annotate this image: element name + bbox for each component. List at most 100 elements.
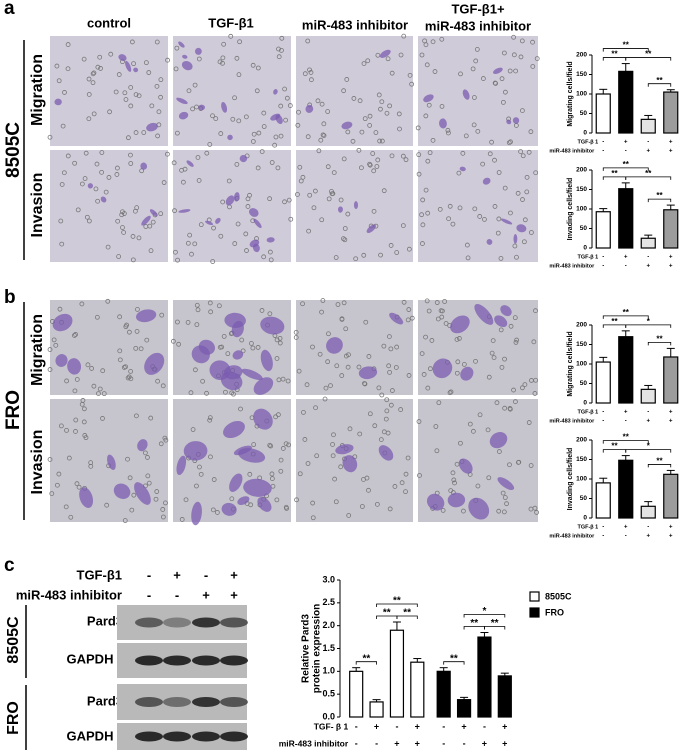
pore [357,98,363,104]
pore [259,149,265,155]
pore [235,221,241,227]
significance-label: ** [611,442,618,451]
pore [217,59,223,65]
pore [220,60,225,66]
pore [194,322,200,328]
pore [526,420,532,425]
pore [220,199,226,205]
pore [73,429,78,434]
pore [85,362,91,368]
western-blot: TGF-β1 miR-483 inhibitor 8505C FRO Pard3… [5,567,248,750]
pore [210,259,216,264]
bar [640,118,656,134]
cell [489,431,508,449]
row-label: miR-483 inhibitor [549,263,595,269]
cell [423,94,434,103]
y-tick-label: 200 [576,52,587,59]
row-label: miR-483 inhibitor [549,418,595,424]
pore [507,406,513,411]
pore [126,329,132,335]
pore [114,172,120,177]
pore [90,80,96,86]
pore [153,496,159,502]
cell [342,455,358,473]
pore [482,217,487,222]
pore [56,78,62,84]
pore [58,218,64,224]
row-label: TGF- β 1 [314,721,349,731]
pore [301,409,306,415]
pore [229,496,235,502]
pore [297,164,303,170]
pore [98,66,103,71]
row-label: miR-483 inhibitor [279,738,349,748]
pore [207,415,213,421]
row-sign: - [647,140,649,146]
pore [218,233,224,239]
pore [489,139,495,145]
pore [341,236,346,242]
significance-label: ** [611,317,618,326]
pore [174,45,180,51]
pore [47,347,53,352]
bar [618,188,634,249]
pore [480,161,486,167]
pore [342,226,348,231]
y-tick-label: 150 [576,186,587,193]
pore [383,416,389,422]
pore [123,324,129,330]
pore [122,518,128,523]
cell [439,118,447,129]
pore [288,216,294,222]
pore [425,385,431,391]
pore [297,471,303,477]
pore [113,89,119,95]
pore [379,392,385,398]
y-tick-label: 150 [576,341,587,348]
pore [486,374,492,380]
bar [389,629,405,718]
pore [47,457,53,462]
row-sign: + [646,534,650,540]
pore [66,455,72,461]
pore [495,230,501,236]
pore [259,308,265,313]
micrograph [171,149,294,264]
row-sign: + [482,738,487,748]
row-sign: - [483,721,486,731]
pore [518,54,524,60]
significance-label: * [482,606,486,617]
pore [143,60,149,66]
pore [447,390,453,396]
legend-label: FRO [545,607,564,617]
bar [640,388,656,404]
row-sign: + [669,149,673,155]
pore [309,77,314,83]
pore [403,489,408,495]
pore [345,211,351,217]
pore [434,448,440,454]
row-sign: + [669,419,673,425]
pore [272,142,278,148]
pore [406,246,412,252]
blot-sign: + [202,587,210,602]
pore [248,502,254,508]
row-sign: - [625,419,627,425]
cell [79,487,94,508]
pore [149,103,155,109]
pore [230,116,236,122]
cell [233,445,252,456]
significance-label: ** [611,50,618,59]
pore [165,57,170,63]
pore [119,212,125,218]
cell [512,117,520,124]
pore [160,383,166,389]
pore [359,504,365,509]
pore [282,199,287,205]
pore [53,342,59,348]
micrograph [418,298,539,396]
cell [353,201,359,210]
pore [82,176,88,181]
pore [208,454,213,460]
pore [502,495,508,500]
